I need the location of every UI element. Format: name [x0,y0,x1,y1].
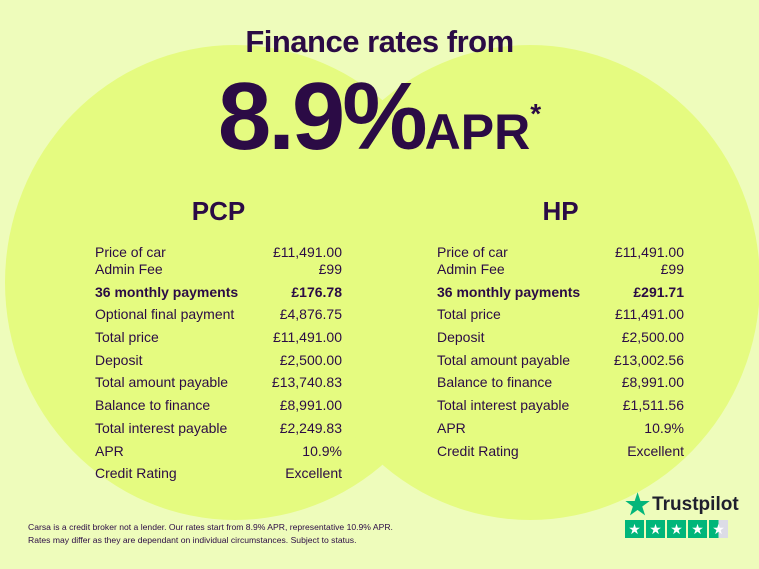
star-icon: ★ [667,520,686,538]
row-label: Price of car [95,244,166,260]
row-value: 10.9% [644,419,684,436]
disclaimer: Carsa is a credit broker not a lender. O… [28,521,393,547]
row-value: £11,491.00 [614,244,684,260]
table-row: 36 monthly payments £176.78 [95,283,342,306]
row-value: £11,491.00 [272,329,342,346]
table-row: APR 10.9% [437,419,684,442]
row-label: Balance to finance [95,397,211,414]
headline: Finance rates from [245,24,514,59]
table-row: Deposit £2,500.00 [437,328,684,351]
row-value: £1,511.56 [622,397,684,414]
trustpilot-badge[interactable]: ★ Trustpilot ★ ★ ★ ★ ★ [625,489,739,538]
row-value: £2,500.00 [621,329,684,346]
pcp-title: PCP [191,196,246,226]
row-label: Total price [437,306,501,323]
table-row: Total interest payable £2,249.83 [95,419,342,442]
star-icon: ★ [646,520,665,538]
table-row: Total amount payable £13,002.56 [437,351,684,374]
table-row: 36 monthly payments £291.71 [437,283,684,306]
row-value: Excellent [285,465,342,482]
table-row: Balance to finance £8,991.00 [437,373,684,396]
row-value: £11,491.00 [614,306,684,323]
row-value: 10.9% [302,442,342,459]
disclaimer-line: Carsa is a credit broker not a lender. O… [28,522,393,532]
row-value: £99 [660,261,684,277]
row-value: £291.71 [633,283,684,300]
row-label: Total amount payable [95,374,229,391]
row-value: £13,002.56 [613,351,684,368]
rate-banner: 8.9%APR* [0,62,759,172]
table-row: Price of car £11,491.00 [95,243,342,260]
star-icon: ★ [625,520,644,538]
table-row: APR 10.9% [95,442,342,465]
row-label: 36 monthly payments [95,283,239,300]
table-row: Total price £11,491.00 [95,328,342,351]
row-label: Credit Rating [437,442,519,459]
trustpilot-rating: ★ ★ ★ ★ ★ [625,520,739,538]
row-label: Credit Rating [95,465,177,482]
row-label: Total amount payable [437,351,571,368]
row-value: £4,876.75 [279,306,342,323]
table-row: Total price £11,491.00 [437,305,684,328]
disclaimer-line: Rates may differ as they are dependant o… [28,535,357,545]
row-value: £99 [318,261,342,277]
row-label: Deposit [95,351,143,368]
row-value: £13,740.83 [271,374,342,391]
rate-asterisk: * [530,98,542,129]
trustpilot-star-icon: ★ [625,489,651,520]
row-label: Optional final payment [95,306,235,323]
background-circle-right [300,45,759,520]
table-row: Admin Fee £99 [437,260,684,283]
table-row: Price of car £11,491.00 [437,243,684,260]
row-label: Total interest payable [437,397,570,414]
table-row: Credit Rating Excellent [95,464,342,487]
row-label: Admin Fee [437,261,505,277]
row-value: £2,500.00 [279,351,342,368]
row-value: £8,991.00 [279,397,342,414]
row-label: APR [437,419,466,436]
hp-table: HP Price of car £11,491.00 Admin Fee £99 36 … [437,196,684,464]
hp-title: HP [542,196,579,226]
row-label: APR [95,442,124,459]
table-row: Credit Rating Excellent [437,442,684,465]
row-value: £2,249.83 [279,419,342,436]
table-row: Optional final payment £4,876.75 [95,305,342,328]
table-row: Balance to finance £8,991.00 [95,396,342,419]
row-value: £11,491.00 [272,244,342,260]
row-label: Deposit [437,329,485,346]
rate-unit: APR [424,104,531,160]
table-row: Deposit £2,500.00 [95,351,342,374]
row-label: 36 monthly payments [437,283,581,300]
row-value: Excellent [627,442,684,459]
row-label: Total interest payable [95,419,228,436]
row-value: £176.78 [291,283,342,300]
star-icon: ★ [688,520,707,538]
trustpilot-name: Trustpilot [652,494,739,515]
table-row: Total amount payable £13,740.83 [95,373,342,396]
row-value: £8,991.00 [621,374,684,391]
table-row: Total interest payable £1,511.56 [437,396,684,419]
row-label: Balance to finance [437,374,553,391]
pcp-table: PCP Price of car £11,491.00 Admin Fee £99 36… [95,196,342,487]
star-icon: ★ [709,520,728,538]
row-label: Total price [95,329,159,346]
rate-value: 8.9% [217,63,428,170]
row-label: Admin Fee [95,261,163,277]
table-row: Admin Fee £99 [95,260,342,283]
row-label: Price of car [437,244,508,260]
